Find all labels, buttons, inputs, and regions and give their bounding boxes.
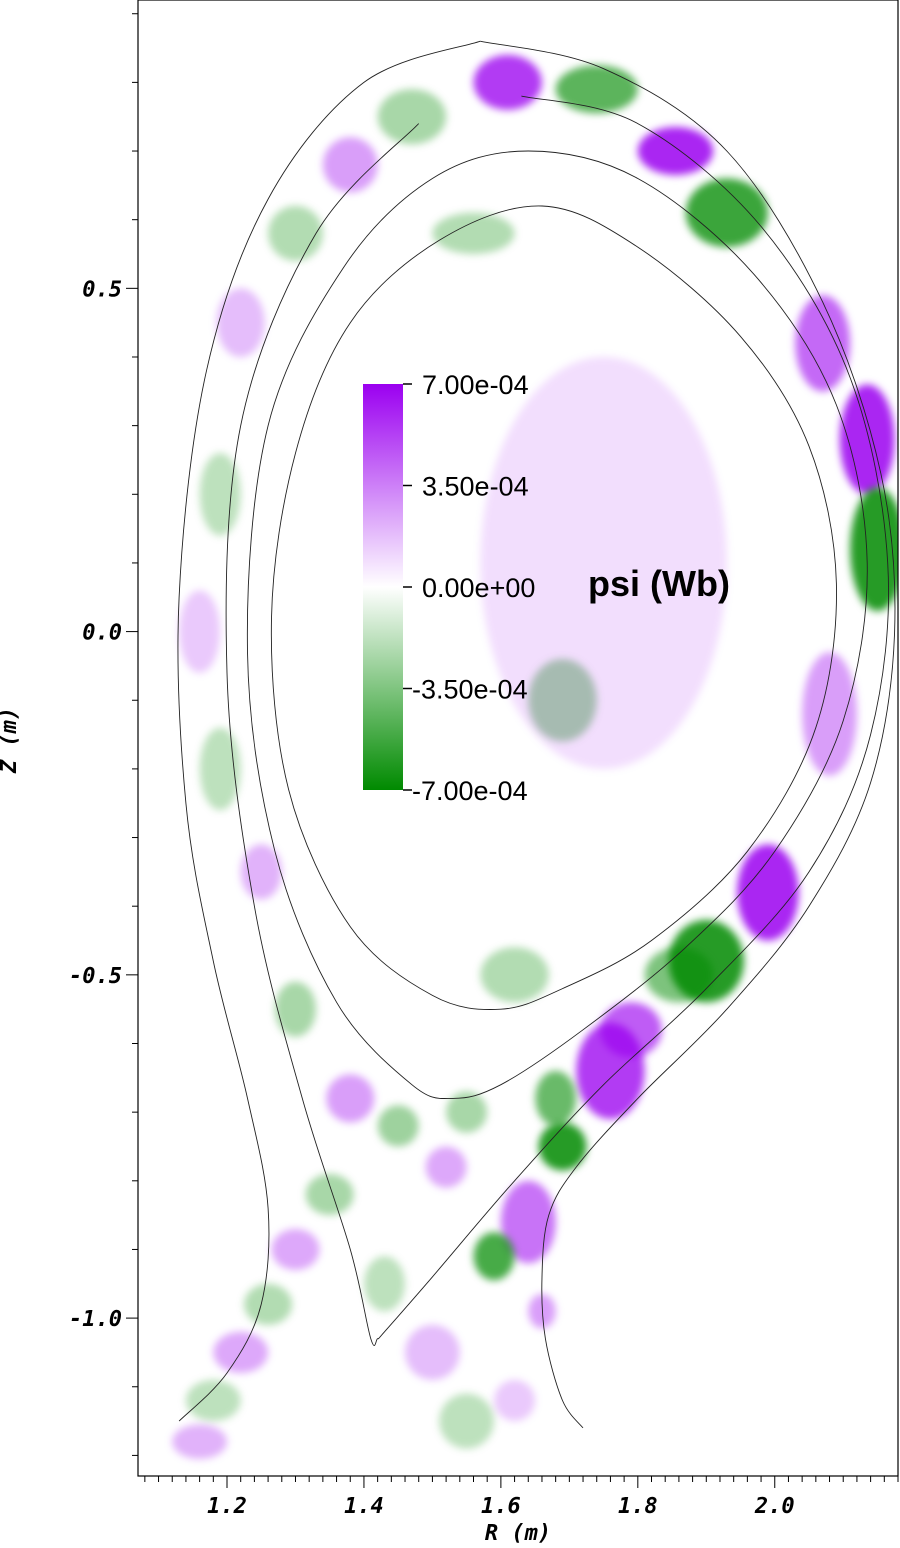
negative-psi-blob	[555, 65, 638, 114]
negative-psi-blob	[535, 1070, 577, 1126]
negative-psi-blob	[364, 1256, 405, 1312]
positive-psi-blob	[494, 1379, 536, 1422]
colorbar-tick-label: -3.50e-04	[412, 675, 528, 705]
colorbar-tick-label: -7.00e-04	[412, 776, 528, 806]
positive-psi-blob	[473, 54, 542, 110]
negative-psi-blob	[685, 178, 768, 248]
negative-psi-blob	[446, 1091, 488, 1133]
negative-psi-blob	[473, 1232, 515, 1281]
flux-contour-second	[246, 150, 868, 1099]
x-tick-label: 1.6	[481, 1494, 521, 1519]
psi-field	[172, 54, 898, 1459]
positive-psi-blob	[326, 1074, 375, 1123]
flux-contour-inner	[270, 205, 837, 1010]
negative-psi-blob	[275, 981, 316, 1037]
flux-surface-contours	[177, 40, 896, 1429]
colorbar-tick-label: 3.50e-04	[422, 472, 529, 502]
negative-psi-blob	[377, 89, 447, 145]
positive-psi-blob	[172, 1424, 228, 1459]
negative-psi-blob	[185, 1379, 241, 1422]
positive-psi-blob	[271, 1228, 320, 1271]
positive-psi-blob	[737, 844, 799, 941]
positive-psi-blob	[500, 1180, 556, 1264]
negative-psi-blob	[199, 727, 241, 811]
flux-contour-outer	[480, 40, 896, 1429]
positive-psi-blob	[216, 288, 265, 358]
colorbar: 7.00e-04 3.50e-04 0.00e+00 -3.50e-04 -7.00e-…	[363, 370, 730, 806]
negative-psi-blob	[244, 1283, 293, 1325]
plot-frame	[137, 0, 899, 1477]
positive-psi-blob	[839, 384, 895, 495]
positive-psi-blob	[795, 295, 851, 392]
positive-psi-blob	[637, 127, 714, 175]
negative-psi-blob	[432, 212, 515, 254]
positive-psi-blob	[179, 590, 221, 673]
positive-psi-blob	[405, 1324, 460, 1380]
y-tick-label: 0.5	[82, 277, 122, 302]
y-tick-label: -0.5	[69, 964, 122, 989]
negative-psi-blob	[538, 1122, 587, 1171]
x-tick-labels: 1.2 1.4 1.6 1.8 2.0	[207, 1494, 794, 1519]
positive-psi-blob	[322, 137, 378, 193]
colorbar-ticks: 7.00e-04 3.50e-04 0.00e+00 -3.50e-04 -7.00e-…	[403, 370, 535, 806]
positive-psi-blob	[600, 1002, 662, 1058]
colorbar-tick-label: 7.00e-04	[422, 370, 529, 400]
colorbar-tick-label: 0.00e+00	[422, 573, 535, 603]
negative-psi-blob	[439, 1393, 494, 1449]
y-tick-label: -1.0	[69, 1307, 122, 1332]
colorbar-title: psi (Wb)	[588, 563, 730, 604]
x-tick-label: 1.2	[207, 1494, 247, 1519]
negative-psi-blob	[268, 205, 323, 261]
negative-psi-blob	[377, 1105, 419, 1147]
x-tick-label: 1.8	[618, 1494, 658, 1519]
axis-ticks	[126, 13, 899, 1488]
negative-psi-blob	[305, 1173, 354, 1216]
negative-psi-blob	[199, 453, 241, 536]
positive-psi-blob	[802, 652, 857, 776]
flux-contour-third	[225, 95, 889, 1346]
y-tick-label: 0.0	[82, 621, 122, 646]
negative-psi-blob	[480, 947, 549, 1003]
negative-psi-blob	[850, 487, 898, 611]
y-axis-title: Z (m)	[0, 707, 22, 774]
flux-contour-outer-left	[177, 40, 481, 1422]
negative-psi-blob	[644, 947, 714, 1003]
positive-psi-blob	[480, 356, 727, 769]
x-tick-label: 2.0	[754, 1494, 795, 1519]
y-tick-labels: 0.5 0.0 -0.5 -1.0	[69, 277, 122, 1332]
x-tick-label: 1.4	[344, 1494, 384, 1519]
x-axis-title: R (m)	[485, 1521, 551, 1546]
positive-psi-blob	[425, 1146, 467, 1188]
colorbar-gradient	[363, 384, 403, 790]
